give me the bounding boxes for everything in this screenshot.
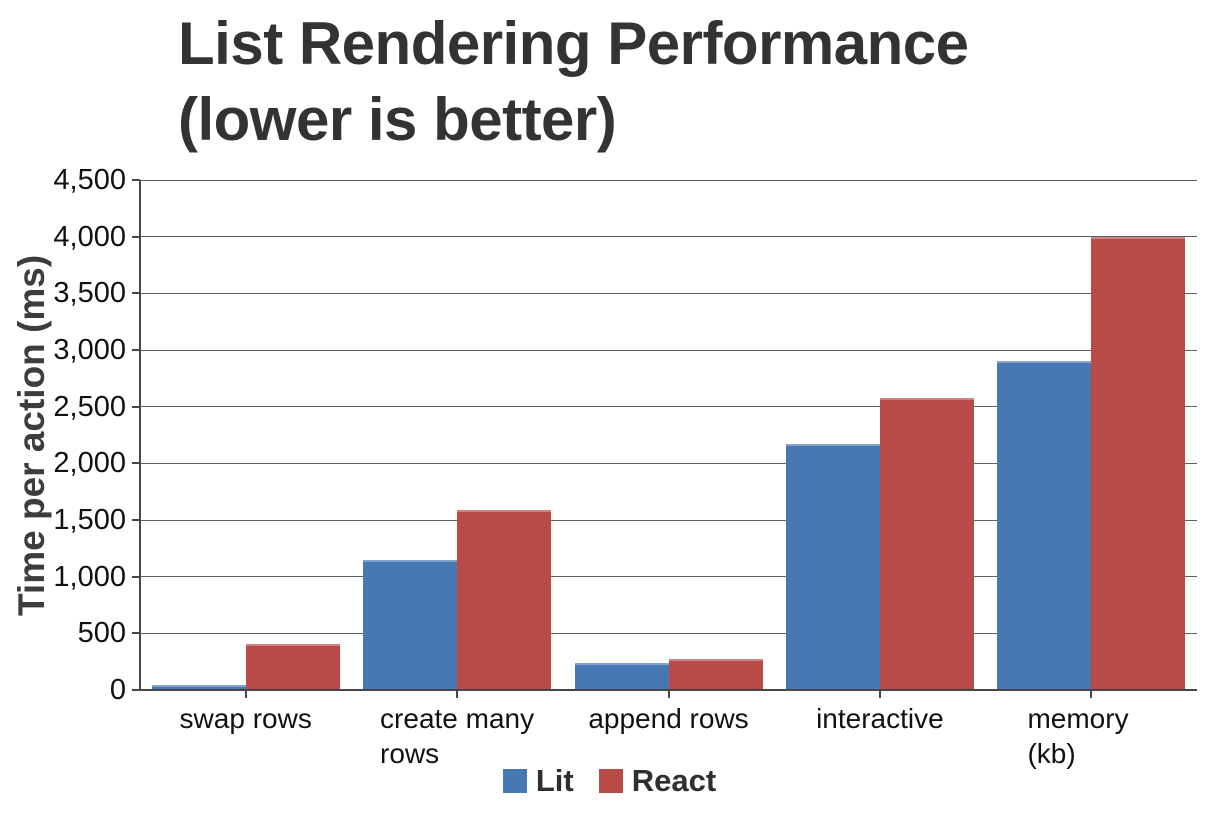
bar-lit-3 [785,444,880,690]
x-category-label: append rows [588,703,749,734]
y-tick-label: 3,000 [53,334,126,366]
y-tick-mark [132,235,140,238]
x-category-label: interactive [816,703,944,734]
bar-react-4 [1091,236,1186,690]
y-tick-mark [132,519,140,521]
gridline [140,519,1197,521]
y-axis-line [139,180,141,690]
bar-react-0 [245,643,340,690]
gridline [140,406,1197,408]
gridline [140,632,1197,634]
legend-item-react: React [598,763,717,799]
y-tick-mark [132,632,140,635]
y-tick-mark [132,462,140,465]
gridline [140,179,1197,181]
x-category-label: create many rows [380,703,535,769]
x-tick-mark [1090,690,1093,698]
y-tick-mark [132,349,140,351]
x-category-label: swap rows [179,703,312,734]
x-tick-mark [667,690,670,698]
y-tick-label: 0 [109,674,126,706]
bar-lit-1 [363,559,458,690]
gridline [140,462,1197,464]
legend-swatch-lit [502,769,527,793]
y-tick-mark [132,575,140,578]
bar-lit-4 [997,361,1092,690]
legend-label-lit: Lit [535,763,574,798]
bar-react-1 [457,509,552,690]
y-tick-label: 3,500 [53,277,126,310]
y-tick-mark [132,689,140,691]
legend: Lit React [0,763,1219,799]
legend-item-lit: Lit [502,763,574,799]
plot-area [139,179,1197,691]
bar-lit-0 [151,684,246,690]
chart-title-line2: (lower is better) [178,86,617,153]
x-category-label: memory (kb) [1027,703,1129,769]
y-tick-label: 2,500 [53,390,126,423]
gridline [140,576,1197,578]
y-tick-label: 1,000 [53,560,126,593]
x-axis-line [139,689,1197,691]
legend-label-react: React [631,763,717,798]
y-axis-title: Time per action (ms) [11,254,52,616]
y-tick-label: 1,500 [53,504,126,536]
gridline [140,292,1197,294]
bar-react-2 [668,658,763,690]
gridline [140,349,1197,351]
chart-title-line1: List Rendering Performance [178,10,969,77]
gridline [140,236,1197,238]
y-tick-mark [132,179,140,181]
y-tick-mark [132,292,140,295]
y-tick-label: 2,000 [53,447,126,480]
bar-lit-2 [574,662,669,690]
y-tick-label: 4,500 [53,164,126,196]
x-tick-mark [456,690,459,698]
legend-swatch-react [598,769,623,793]
x-tick-mark [244,690,247,698]
y-tick-mark [132,405,140,408]
chart-title: List Rendering Performance (lower is bet… [178,6,969,158]
x-tick-mark [878,690,881,698]
bar-react-3 [879,397,974,690]
y-tick-label: 4,000 [53,220,126,253]
y-tick-label: 500 [77,617,126,650]
